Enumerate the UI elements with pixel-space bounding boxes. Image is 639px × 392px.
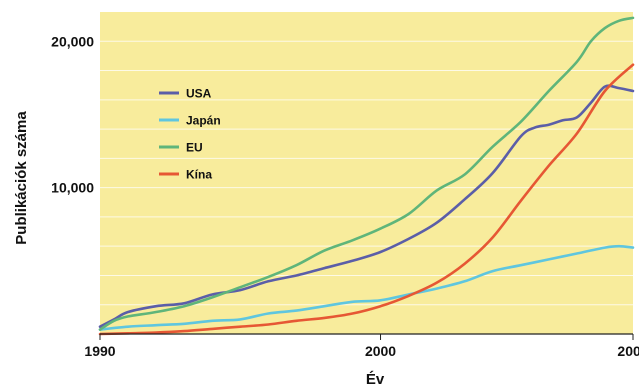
x-axis-ticks: 1990 2000 2009 <box>84 334 639 359</box>
x-axis-label: Év <box>366 371 385 387</box>
series-lines <box>98 16 635 336</box>
legend-label-usa: USA <box>186 87 212 101</box>
y-axis-label: Publikációk száma <box>13 111 30 245</box>
y-tick-label: 10,000 <box>51 180 94 196</box>
grid-lines <box>100 40 633 306</box>
x-tick-label: 1990 <box>84 343 115 359</box>
legend-label-eu: EU <box>186 141 203 155</box>
x-tick-label: 2009 <box>617 343 639 359</box>
series-line-jap-n <box>98 244 635 331</box>
series-line-k-na <box>98 63 635 336</box>
legend-label-k-na: Kína <box>186 168 212 182</box>
y-axis-ticks: 10,000 20,000 <box>51 33 94 195</box>
y-tick-label: 20,000 <box>51 33 94 49</box>
legend: USA Japán EU Kína <box>159 87 221 182</box>
series-line-eu <box>98 16 635 331</box>
legend-label-jap-n: Japán <box>186 114 221 128</box>
x-tick-label: 2000 <box>365 343 396 359</box>
plot-area <box>100 12 633 334</box>
series-line-usa <box>98 84 635 328</box>
